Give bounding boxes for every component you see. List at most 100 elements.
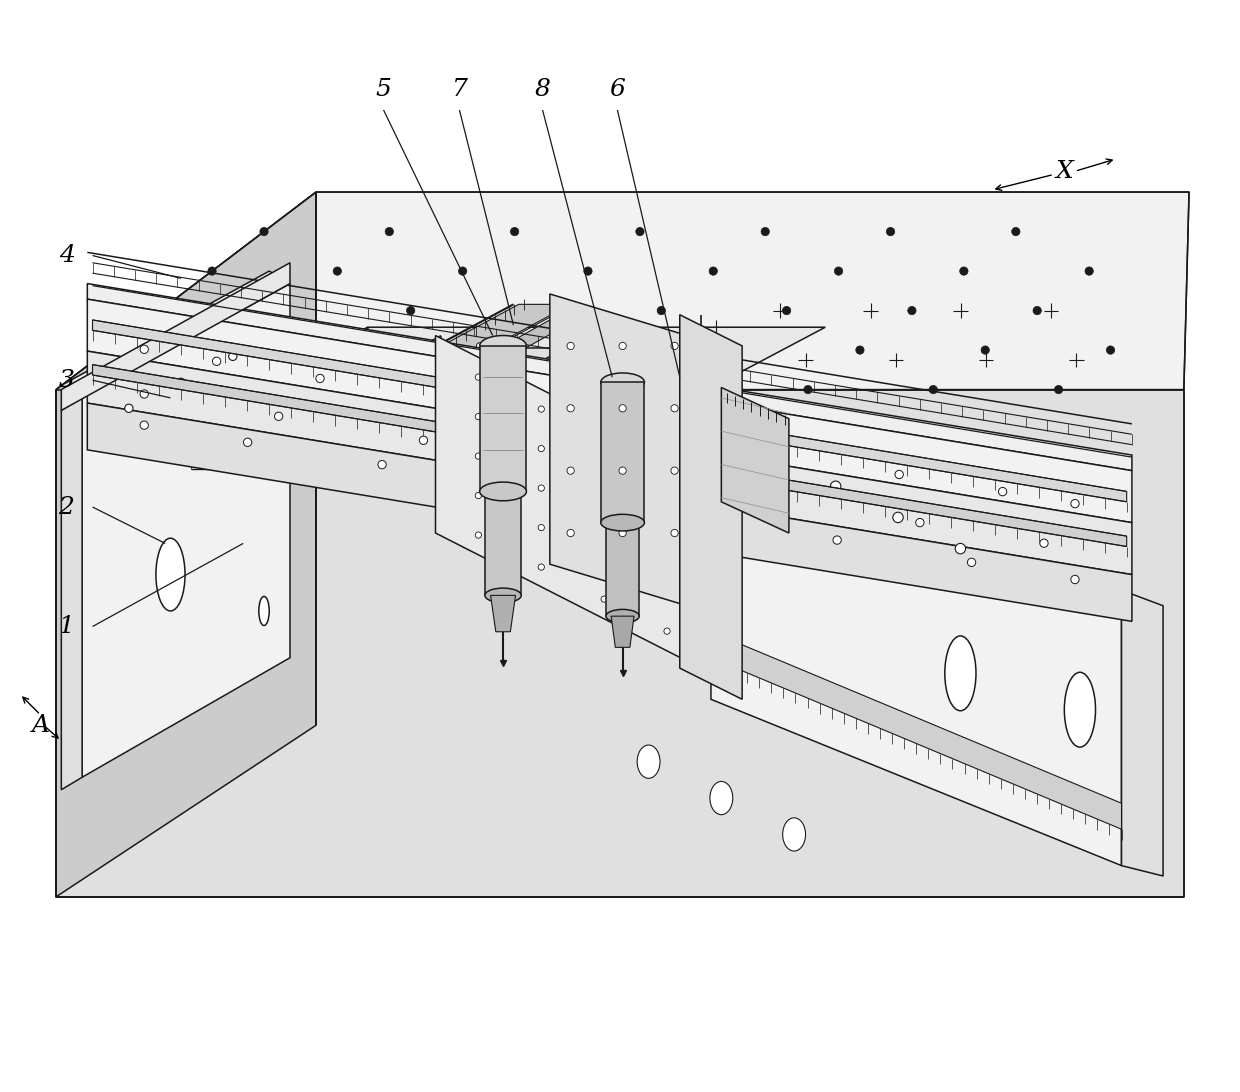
Circle shape xyxy=(769,479,777,487)
Polygon shape xyxy=(722,388,789,533)
Circle shape xyxy=(428,385,436,394)
Polygon shape xyxy=(600,382,645,523)
Ellipse shape xyxy=(711,782,733,815)
Circle shape xyxy=(476,343,482,349)
Circle shape xyxy=(831,482,841,491)
Polygon shape xyxy=(549,294,722,616)
Circle shape xyxy=(1054,385,1063,394)
Circle shape xyxy=(450,396,459,405)
Text: 6: 6 xyxy=(610,78,625,100)
Circle shape xyxy=(1003,510,1012,519)
Circle shape xyxy=(525,399,531,405)
Circle shape xyxy=(760,448,769,456)
Polygon shape xyxy=(711,418,1121,866)
Circle shape xyxy=(280,477,289,485)
Circle shape xyxy=(567,342,574,349)
Circle shape xyxy=(1106,346,1115,354)
Ellipse shape xyxy=(480,335,527,356)
Circle shape xyxy=(140,345,149,354)
Circle shape xyxy=(125,456,133,464)
Circle shape xyxy=(782,307,791,314)
Circle shape xyxy=(177,385,186,394)
Polygon shape xyxy=(87,284,1132,471)
Polygon shape xyxy=(87,403,1132,621)
Circle shape xyxy=(334,266,341,275)
Circle shape xyxy=(956,531,965,539)
Circle shape xyxy=(709,266,718,275)
Circle shape xyxy=(125,404,133,413)
Circle shape xyxy=(303,385,311,394)
Circle shape xyxy=(730,346,739,354)
Polygon shape xyxy=(93,365,1127,546)
Circle shape xyxy=(676,385,684,394)
Circle shape xyxy=(1050,557,1058,566)
Circle shape xyxy=(619,467,626,474)
Polygon shape xyxy=(186,328,368,460)
Ellipse shape xyxy=(600,373,645,392)
Circle shape xyxy=(657,307,666,314)
Circle shape xyxy=(671,342,678,349)
Circle shape xyxy=(480,346,489,354)
Circle shape xyxy=(956,463,965,472)
Circle shape xyxy=(538,406,544,413)
Ellipse shape xyxy=(782,818,806,851)
Circle shape xyxy=(619,342,626,349)
Text: 8: 8 xyxy=(534,78,551,100)
Circle shape xyxy=(663,589,670,595)
Circle shape xyxy=(475,532,481,538)
Text: A: A xyxy=(31,714,50,737)
Circle shape xyxy=(459,266,466,275)
Circle shape xyxy=(769,412,777,419)
Circle shape xyxy=(712,343,719,349)
Circle shape xyxy=(228,425,237,434)
Circle shape xyxy=(671,467,678,474)
Polygon shape xyxy=(680,314,742,699)
Ellipse shape xyxy=(156,538,185,610)
Ellipse shape xyxy=(480,482,527,501)
Circle shape xyxy=(355,346,363,354)
Circle shape xyxy=(605,346,614,354)
Circle shape xyxy=(212,357,221,366)
Circle shape xyxy=(1071,499,1079,508)
Circle shape xyxy=(367,399,373,405)
Circle shape xyxy=(998,487,1007,496)
Circle shape xyxy=(475,373,481,380)
Polygon shape xyxy=(61,397,82,790)
Ellipse shape xyxy=(606,609,640,622)
Circle shape xyxy=(636,227,644,236)
Text: 3: 3 xyxy=(58,369,74,392)
Circle shape xyxy=(475,453,481,460)
Polygon shape xyxy=(61,271,290,397)
Polygon shape xyxy=(711,408,1127,590)
Text: 2: 2 xyxy=(58,496,74,519)
Circle shape xyxy=(967,558,976,567)
Circle shape xyxy=(601,438,608,444)
Circle shape xyxy=(177,378,185,387)
Circle shape xyxy=(761,227,769,236)
Circle shape xyxy=(915,519,924,526)
Circle shape xyxy=(909,484,918,492)
Polygon shape xyxy=(87,299,1132,523)
Circle shape xyxy=(856,346,864,354)
Circle shape xyxy=(981,346,990,354)
Polygon shape xyxy=(56,192,1189,390)
Circle shape xyxy=(663,470,670,476)
Circle shape xyxy=(678,385,687,394)
Polygon shape xyxy=(87,352,1132,574)
Circle shape xyxy=(208,266,216,275)
Circle shape xyxy=(177,508,185,517)
Polygon shape xyxy=(383,305,570,377)
Circle shape xyxy=(605,467,614,475)
Polygon shape xyxy=(378,420,430,460)
Circle shape xyxy=(634,343,640,349)
Text: 4: 4 xyxy=(58,244,74,266)
Circle shape xyxy=(863,438,870,446)
Circle shape xyxy=(422,371,428,377)
Circle shape xyxy=(1012,227,1021,236)
Circle shape xyxy=(243,438,252,447)
Polygon shape xyxy=(435,335,722,678)
Circle shape xyxy=(378,461,386,468)
Circle shape xyxy=(671,405,678,412)
Circle shape xyxy=(1033,307,1042,314)
Circle shape xyxy=(603,399,609,405)
